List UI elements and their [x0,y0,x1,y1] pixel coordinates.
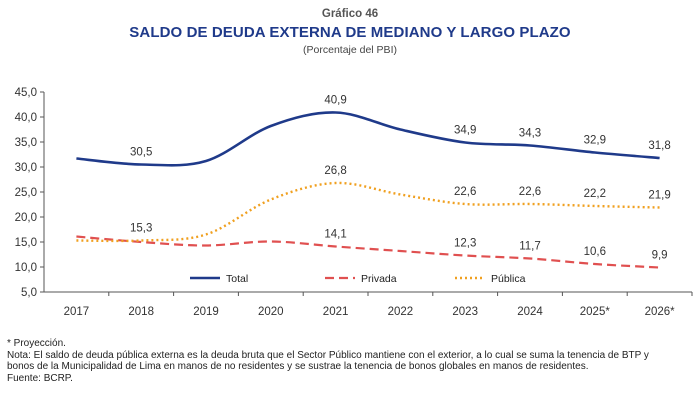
x-tick-label: 2018 [128,306,154,318]
x-tick-label: 2023 [452,306,478,318]
data-label-privada: 12,3 [454,238,476,250]
x-tick-label: 2021 [323,306,349,318]
x-tick-label: 2025* [580,306,611,318]
data-label-publica: 21,9 [648,190,670,202]
y-tick-label: 40,0 [15,112,37,124]
chart-notes: * Proyección. Nota: El saldo de deuda pú… [7,338,697,384]
data-label-privada: 9,9 [652,250,668,262]
y-tick-label: 30,0 [15,162,37,174]
legend-label-publica: Pública [491,273,526,285]
data-label-publica: 22,6 [519,186,541,198]
data-label-total: 40,9 [324,95,346,107]
data-label-publica: 22,2 [584,188,606,200]
data-label-privada: 14,1 [324,229,346,241]
data-label-privada: 11,7 [519,241,541,253]
x-tick-label: 2024 [517,306,543,318]
x-tick-label: 2020 [258,306,284,318]
y-tick-label: 15,0 [15,237,37,249]
data-label-total: 30,5 [130,147,152,159]
data-label-publica: 26,8 [324,165,346,177]
x-tick-label: 2019 [193,306,219,318]
source-note: Fuente: BCRP. [7,372,73,384]
data-label-publica: 22,6 [454,186,476,198]
note-line-1: Nota: El saldo de deuda pública externa … [7,349,649,361]
y-tick-label: 25,0 [15,187,37,199]
data-label-total: 31,8 [648,140,670,152]
chart-subtitle: (Porcentaje del PBI) [303,44,397,56]
series-line-publica [76,181,660,243]
data-label-total: 34,3 [519,128,541,140]
data-label-publica: 15,3 [130,223,152,235]
y-tick-label: 10,0 [15,262,37,274]
legend-label-total: Total [226,273,248,285]
series-line-privada [76,235,660,269]
x-tick-label: 2017 [64,306,90,318]
chart-label: Gráfico 46 [321,8,379,20]
projection-note: * Proyección. [7,338,66,349]
data-label-privada: 10,6 [584,246,606,258]
x-tick-label: 2022 [388,306,414,318]
y-tick-label: 5,0 [21,287,37,299]
data-label-total: 34,9 [454,125,476,137]
y-tick-label: 45,0 [15,87,37,99]
x-tick-label: 2026* [645,306,676,318]
data-label-total: 32,9 [584,135,606,147]
legend-label-privada: Privada [361,273,397,285]
chart-title: SALDO DE DEUDA EXTERNA DE MEDIANO Y LARG… [129,24,571,41]
series-line-total [76,111,660,167]
y-tick-label: 20,0 [15,212,37,224]
note-line-2: bonos de la Municipalidad de Lima en man… [7,361,589,373]
y-tick-label: 35,0 [15,137,37,149]
